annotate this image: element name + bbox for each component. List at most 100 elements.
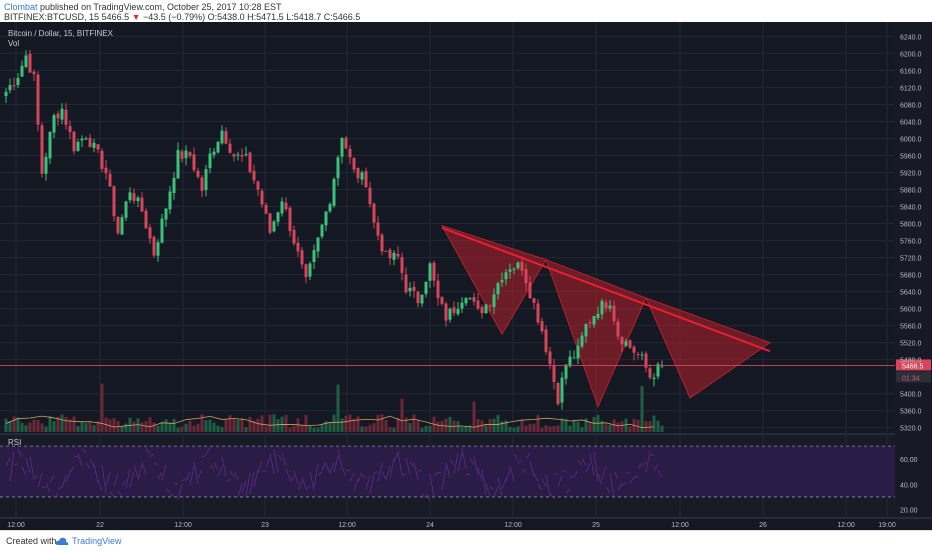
- volume-bar: [577, 422, 580, 432]
- chart-canvas[interactable]: 5466.501:34 6240.06200.06160.06120.06080…: [0, 22, 932, 530]
- volume-bar: [277, 419, 280, 432]
- chart-header: Clombat published on TradingView.com, Oc…: [0, 0, 932, 22]
- volume-bar: [485, 425, 488, 432]
- candle-up: [577, 346, 580, 359]
- candle-down: [633, 347, 636, 353]
- candle-down: [189, 152, 192, 156]
- candle-down: [225, 131, 228, 144]
- volume-bar: [201, 414, 204, 432]
- volume-bar: [645, 421, 648, 432]
- volume-bar: [629, 426, 632, 432]
- candle-down: [249, 153, 252, 172]
- rsi-tick-label: 20.00: [900, 508, 918, 515]
- candle-down: [285, 203, 288, 209]
- volume-bar: [509, 427, 512, 432]
- candle-down: [353, 158, 356, 169]
- volume-bar: [141, 422, 144, 432]
- candle-down: [109, 174, 112, 187]
- candle-down: [605, 302, 608, 308]
- tradingview-logo[interactable]: TradingView: [55, 531, 122, 551]
- candle-down: [141, 198, 144, 212]
- candle-down: [373, 204, 376, 223]
- author-link[interactable]: Clombat: [4, 2, 38, 12]
- open-value: O:5438.0: [208, 12, 245, 22]
- price-tick-label: 6080.0: [900, 102, 922, 109]
- candle-down: [289, 208, 292, 231]
- volume-bar: [241, 418, 244, 432]
- volume-bar: [309, 426, 312, 432]
- volume-bar: [61, 414, 64, 432]
- candle-up: [425, 282, 428, 294]
- candle-down: [253, 171, 256, 181]
- candle-up: [273, 221, 276, 231]
- time-tick-label: 12:00: [837, 522, 855, 529]
- volume-bar: [229, 415, 232, 432]
- candle-up: [61, 109, 64, 120]
- volume-bar: [225, 420, 228, 432]
- tradingview-brand: TradingView: [72, 531, 122, 551]
- candle-down: [265, 205, 268, 214]
- candle-down: [73, 132, 76, 152]
- volume-bar: [217, 426, 220, 432]
- time-tick-label: 12:00: [7, 522, 25, 529]
- volume-bar: [481, 420, 484, 432]
- volume-bar: [301, 425, 304, 432]
- candle-down: [233, 154, 236, 156]
- candle-up: [165, 208, 168, 219]
- candle-down: [445, 303, 448, 320]
- volume-bar: [13, 416, 16, 432]
- time-tick-label: 12:00: [671, 522, 689, 529]
- volume-bar: [657, 421, 660, 432]
- volume-bar: [149, 417, 152, 432]
- candle-down: [541, 321, 544, 331]
- time-tick-label: 12:00: [174, 522, 192, 529]
- candle-down: [389, 250, 392, 258]
- down-arrow-icon: ▼: [132, 12, 141, 22]
- volume-bar: [5, 419, 8, 432]
- candle-up: [49, 132, 52, 158]
- candle-up: [429, 263, 432, 280]
- volume-bar: [333, 415, 336, 432]
- candle-up: [565, 365, 568, 379]
- price-tick-label: 5640.0: [900, 290, 922, 297]
- volume-bar: [285, 415, 288, 432]
- volume-bar: [73, 416, 76, 432]
- volume-bar: [513, 428, 516, 432]
- candle-down: [133, 193, 136, 201]
- candle-up: [573, 357, 576, 358]
- time-tick-label: 22: [96, 522, 104, 529]
- candle-down: [481, 307, 484, 313]
- candle-up: [505, 272, 508, 279]
- price-tick-label: 5960.0: [900, 153, 922, 160]
- candle-up: [493, 294, 496, 306]
- candle-down: [549, 351, 552, 364]
- volume-bar: [233, 419, 236, 432]
- price-tick-label: 6000.0: [900, 136, 922, 143]
- last-price: 5466.5: [102, 12, 130, 22]
- candle-up: [125, 202, 128, 218]
- candle-up: [597, 314, 600, 318]
- volume-bar: [409, 423, 412, 432]
- volume-bar: [525, 425, 528, 432]
- time-tick-label: 23: [261, 522, 269, 529]
- volume-bar: [305, 415, 308, 432]
- volume-bar: [157, 426, 160, 432]
- candle-up: [281, 201, 284, 213]
- time-tick-label: 24: [426, 522, 434, 529]
- candle-up: [601, 301, 604, 314]
- candle-down: [297, 243, 300, 252]
- candle-up: [277, 212, 280, 221]
- candle-down: [357, 168, 360, 178]
- volume-bar: [33, 420, 36, 432]
- series-title: Bitcoin / Dollar, 15, BITFINEX: [8, 29, 114, 38]
- volume-bar: [457, 421, 460, 432]
- candle-up: [341, 138, 344, 157]
- volume-bar: [77, 426, 80, 432]
- candle-up: [485, 304, 488, 313]
- candle-down: [193, 154, 196, 170]
- candle-down: [553, 366, 556, 382]
- volume-bar: [101, 384, 104, 432]
- candle-down: [417, 292, 420, 303]
- volume-bar: [533, 424, 536, 432]
